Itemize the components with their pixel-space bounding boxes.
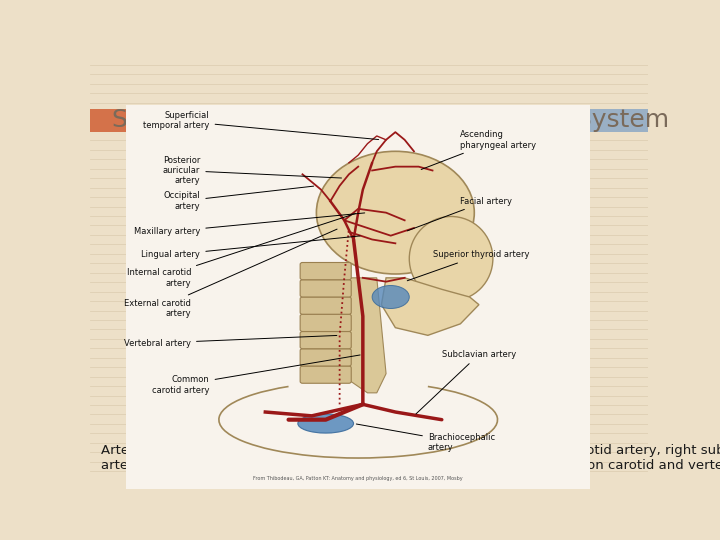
Text: Internal carotid
artery: Internal carotid artery xyxy=(127,213,356,287)
Ellipse shape xyxy=(298,414,354,433)
FancyBboxPatch shape xyxy=(300,332,351,349)
FancyBboxPatch shape xyxy=(300,314,351,332)
Polygon shape xyxy=(340,278,386,393)
Polygon shape xyxy=(382,278,479,335)
Text: Structures and Functions of Nervous System: Structures and Functions of Nervous Syst… xyxy=(112,109,670,132)
FancyBboxPatch shape xyxy=(300,297,351,314)
Text: Common
carotid artery: Common carotid artery xyxy=(152,355,360,395)
Text: Brachiocephalic
artery: Brachiocephalic artery xyxy=(356,424,495,453)
Text: Occipital
artery: Occipital artery xyxy=(163,186,314,211)
Text: Maxillary artery: Maxillary artery xyxy=(134,213,365,237)
Text: Superficial
temporal artery: Superficial temporal artery xyxy=(143,111,379,139)
Text: Vertebral artery: Vertebral artery xyxy=(124,335,337,348)
Text: Superior thyroid artery: Superior thyroid artery xyxy=(408,251,529,281)
Text: From Thibodeau, GA, Patton KT: Anatomy and physiology, ed 6, St Louis, 2007, Mos: From Thibodeau, GA, Patton KT: Anatomy a… xyxy=(253,476,463,481)
Text: Subclavian artery: Subclavian artery xyxy=(416,350,516,414)
Ellipse shape xyxy=(372,286,409,308)
Ellipse shape xyxy=(316,151,474,274)
Text: External carotid
artery: External carotid artery xyxy=(124,229,337,318)
FancyBboxPatch shape xyxy=(300,366,351,383)
Text: Ascending
pharyngeal artery: Ascending pharyngeal artery xyxy=(421,130,536,170)
Text: Posterior
auricular
artery: Posterior auricular artery xyxy=(163,156,341,185)
Bar xyxy=(188,146,547,441)
Text: Arteries of the head and neck. Brachiocephalic artery, right common carotid arte: Arteries of the head and neck. Brachioce… xyxy=(101,444,720,472)
Bar xyxy=(90,109,648,132)
Ellipse shape xyxy=(409,217,493,301)
Text: Lingual artery: Lingual artery xyxy=(141,236,360,259)
FancyBboxPatch shape xyxy=(300,280,351,297)
Text: Facial artery: Facial artery xyxy=(408,197,513,231)
Bar xyxy=(90,109,126,132)
FancyBboxPatch shape xyxy=(300,262,351,280)
FancyBboxPatch shape xyxy=(300,349,351,366)
